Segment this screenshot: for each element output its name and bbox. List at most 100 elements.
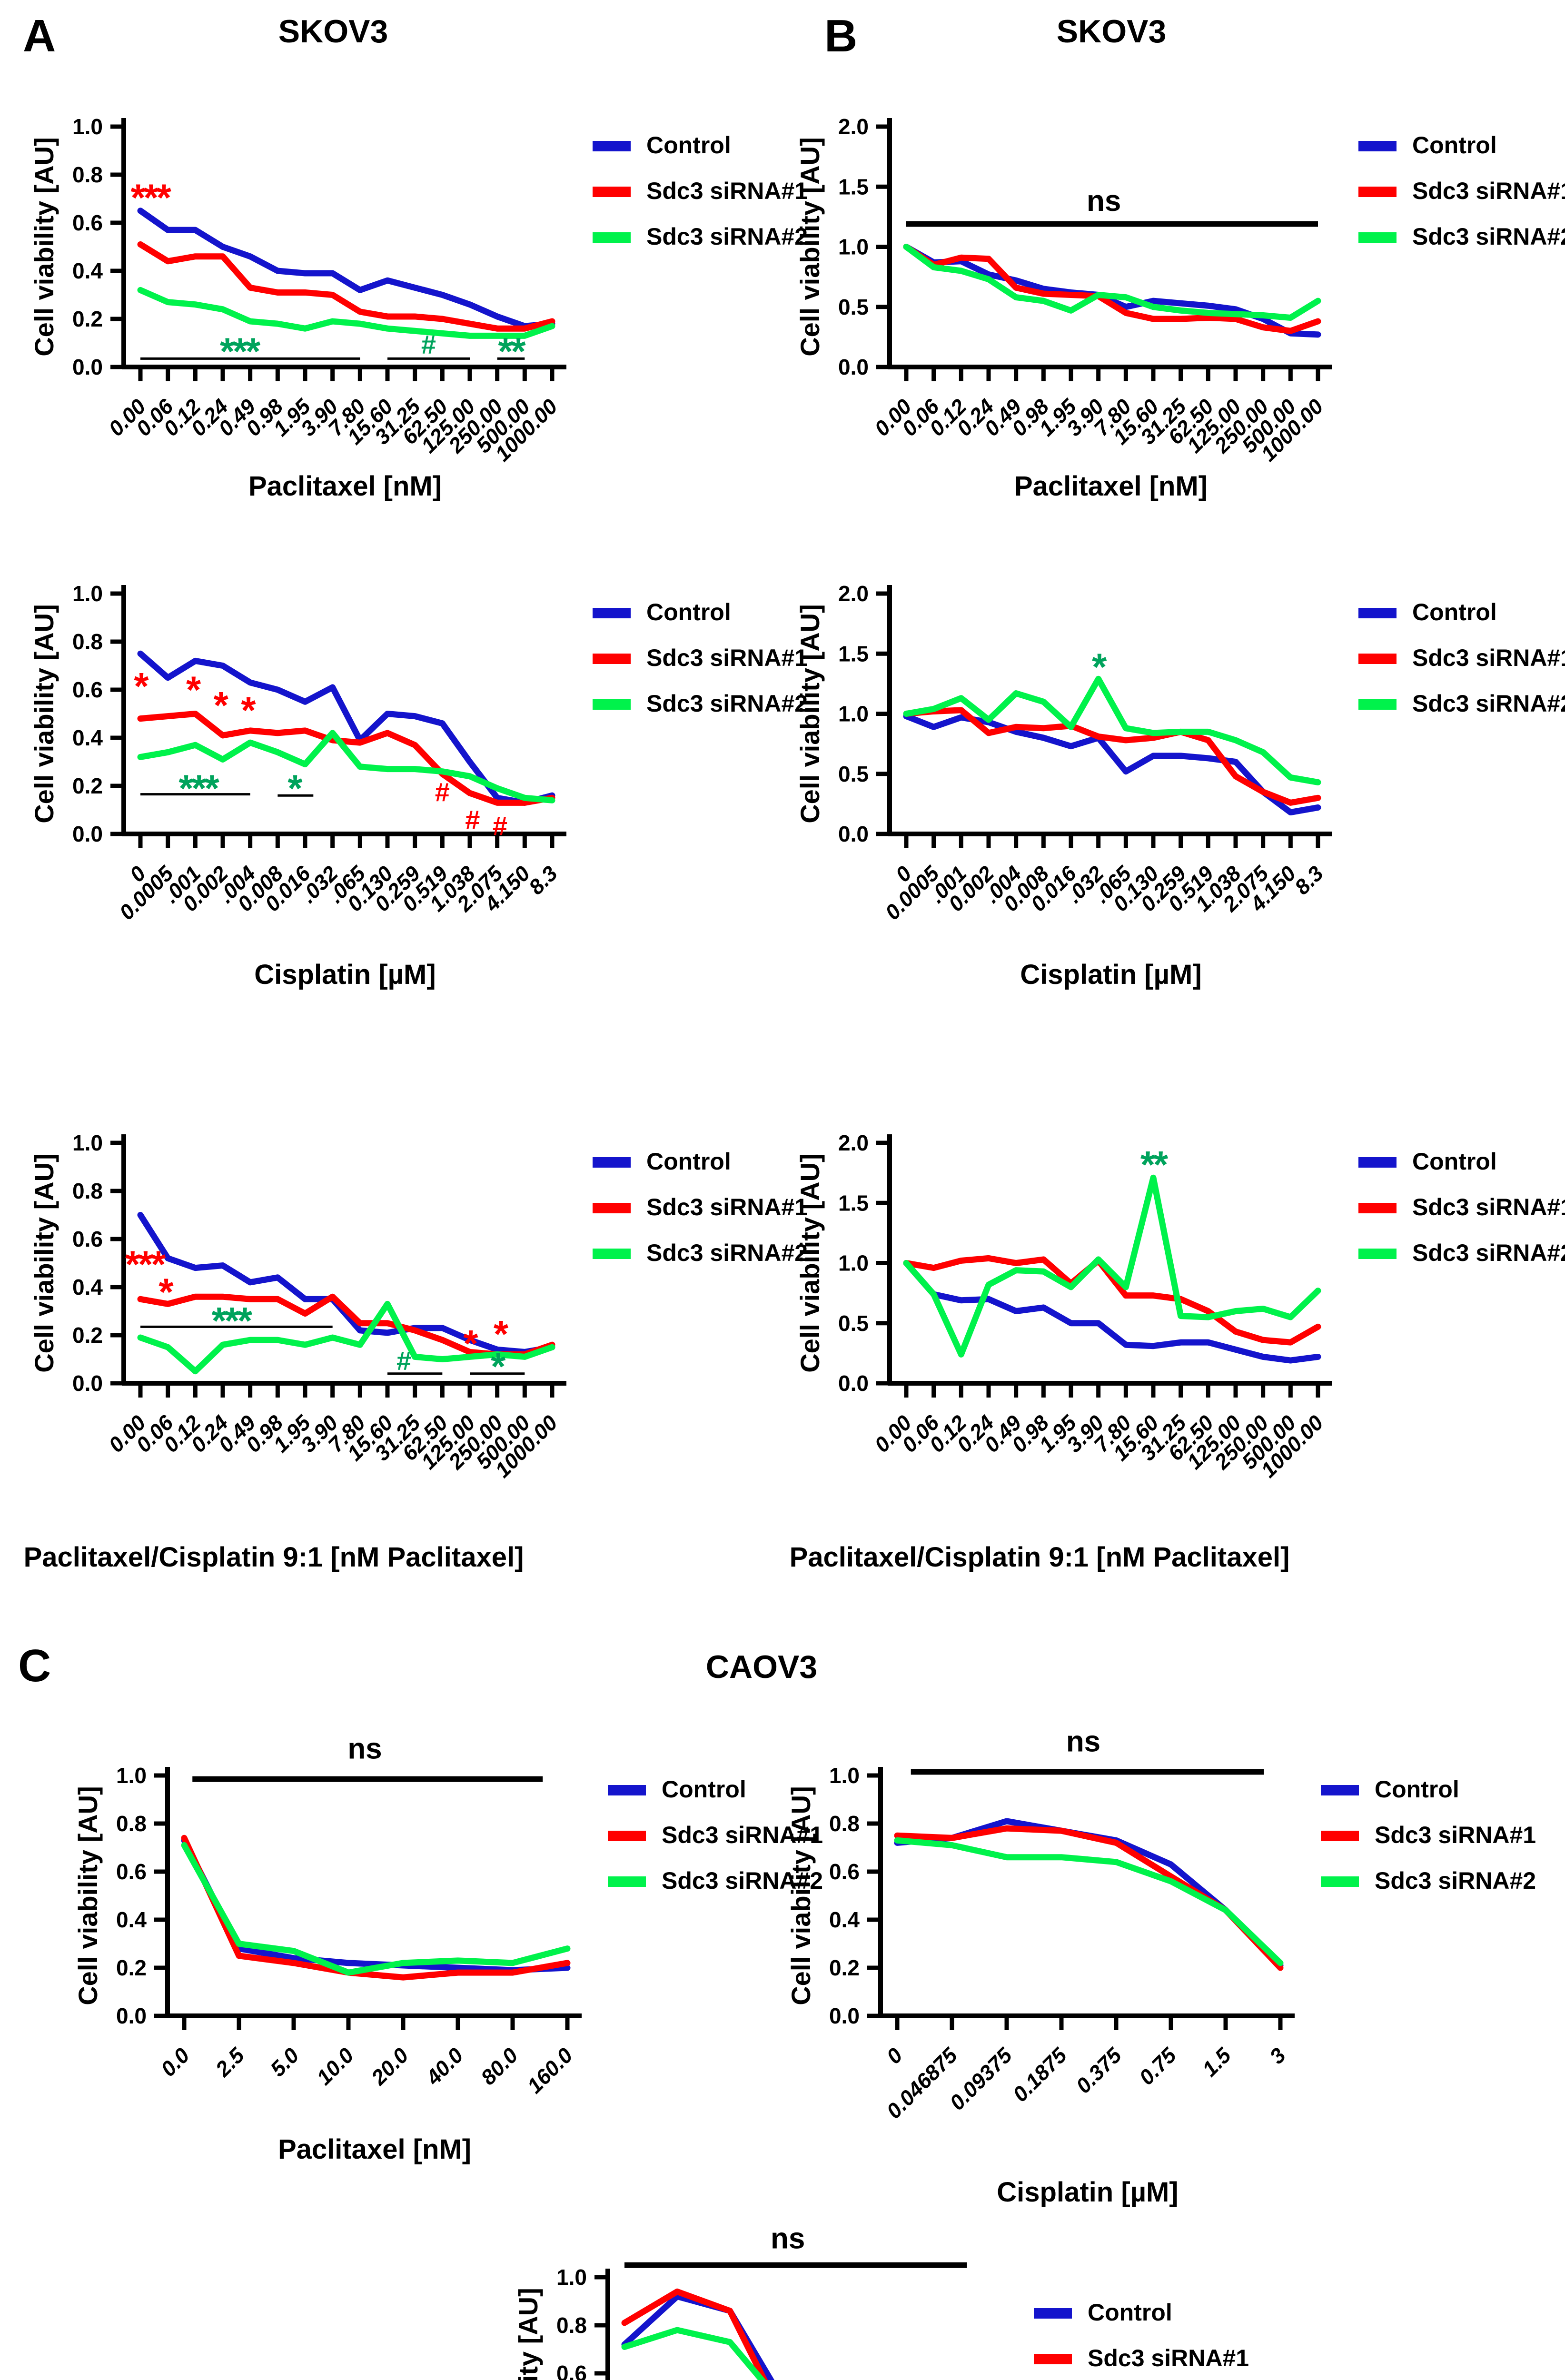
legend-label: Control (1412, 1148, 1497, 1175)
svg-text:#: # (396, 1346, 411, 1376)
svg-text:1.5: 1.5 (1198, 2043, 1236, 2081)
chart-skov3-combo-9-1-raw: 0.0 0.2 0.4 0.6 0.8 1.0 0.00 0.06 0.12 0.24 0.49 0.… (19, 1105, 808, 1662)
series-sdc3-sirna-2 (137, 730, 555, 803)
svg-text:0.09375: 0.09375 (945, 2043, 1017, 2115)
svg-text:0.8: 0.8 (72, 1179, 103, 1203)
svg-text:0.4: 0.4 (72, 1275, 103, 1299)
series-sdc3-sirna-2 (894, 1837, 1284, 1966)
chart-skov3-paclitaxel-normalized: 0.0 0.5 1.0 1.5 2.0 0.00 0.06 0.12 0.24 0.49 0.98 1… (785, 89, 1565, 645)
svg-text:0.8: 0.8 (829, 1811, 860, 1836)
svg-text:80.0: 80.0 (476, 2043, 523, 2090)
chart-caov3-paclitaxel: 0.0 0.2 0.4 0.6 0.8 1.0 0.0 2.5 5.0 10.0 20.0 40.0 8… (63, 1733, 843, 2294)
svg-text:1.5: 1.5 (838, 1190, 869, 1215)
legend-label: Sdc3 siRNA#2 (1375, 1867, 1536, 1894)
series-control (903, 713, 1321, 816)
legend-label: Control (646, 1148, 731, 1175)
svg-text:0.1875: 0.1875 (1008, 2043, 1072, 2106)
svg-text:ns: ns (1087, 185, 1121, 218)
svg-text:#: # (465, 805, 480, 835)
svg-text:***: *** (212, 1299, 253, 1342)
svg-text:Cisplatin [µM]: Cisplatin [µM] (1020, 959, 1201, 990)
svg-text:1.5: 1.5 (838, 641, 869, 666)
svg-text:Paclitaxel [nM]: Paclitaxel [nM] (1014, 471, 1208, 502)
chart-skov3-cisplatin-raw: 0.0 0.2 0.4 0.6 0.8 1.0 0 0.0005.001 0.002.004 0.… (19, 555, 808, 1112)
legend-swatch-sirna1 (1358, 1203, 1397, 1213)
legend-label: Control (1375, 1776, 1459, 1803)
svg-text:2.0: 2.0 (838, 1130, 869, 1155)
series-sdc3-sirna-2 (181, 1842, 571, 1976)
svg-text:1.0: 1.0 (116, 1763, 147, 1788)
legend-swatch-sirna2 (1358, 232, 1397, 243)
svg-text:Cisplatin [µM]: Cisplatin [µM] (997, 2177, 1178, 2208)
svg-text:0.375: 0.375 (1071, 2043, 1126, 2098)
svg-text:**: ** (1140, 1143, 1169, 1186)
legend-swatch-control (593, 1157, 631, 1168)
legend-swatch-control (593, 608, 631, 618)
svg-text:0.6: 0.6 (72, 1227, 103, 1251)
series-sdc3-sirna-1 (137, 711, 555, 806)
legend-swatch-sirna2 (593, 699, 631, 710)
panel-title-c: CAOV3 (705, 1649, 818, 1685)
svg-text:0.0: 0.0 (72, 355, 103, 379)
svg-text:0.5: 0.5 (838, 1311, 869, 1336)
svg-text:Cell viability [AU]: Cell viability [AU] (29, 1153, 59, 1373)
svg-text:0.6: 0.6 (72, 677, 103, 702)
legend-swatch-control (593, 141, 631, 151)
svg-text:0.8: 0.8 (72, 162, 103, 187)
svg-text:0.2: 0.2 (116, 1955, 147, 1980)
svg-text:1.0: 1.0 (72, 581, 103, 606)
legend-label: Sdc3 siRNA#1 (1412, 178, 1565, 204)
legend-swatch-control (1358, 608, 1397, 618)
legend-swatch-sirna2 (593, 232, 631, 243)
svg-text:10.0: 10.0 (312, 2043, 358, 2090)
svg-text:1.0: 1.0 (72, 114, 103, 139)
chart-svg-c-combo-1-2: 0.00.20.40.60.81.00.02.55.010.020.040.08… (513, 2222, 1249, 2380)
svg-text:0.6: 0.6 (72, 210, 103, 235)
legend-label: Control (1088, 2299, 1172, 2326)
legend-label: Sdc3 siRNA#1 (646, 1194, 808, 1220)
series-sdc3-sirna-2 (903, 1174, 1321, 1358)
svg-text:Paclitaxel [nM]: Paclitaxel [nM] (278, 2134, 471, 2165)
chart-caov3-cisplatin: 0.0 0.2 0.4 0.6 0.8 1.0 0 0.046875 0.09375 0.1875… (776, 1726, 1556, 2294)
svg-text:1.5: 1.5 (838, 174, 869, 199)
legend-label: Control (662, 1776, 746, 1803)
svg-text:8.3: 8.3 (1290, 861, 1328, 899)
series-sdc3-sirna-1 (181, 1835, 571, 1981)
svg-text:#: # (435, 777, 450, 807)
svg-text:*: * (158, 1270, 174, 1313)
legend-label: Sdc3 siRNA#2 (646, 690, 808, 717)
legend-label: Sdc3 siRNA#1 (1412, 1194, 1565, 1220)
legend-swatch-sirna1 (593, 654, 631, 664)
svg-text:Cell viability [AU]: Cell viability [AU] (513, 2288, 543, 2380)
legend-swatch-sirna2 (593, 1249, 631, 1259)
svg-text:0.0: 0.0 (838, 822, 869, 846)
chart-skov3-combo-9-1-normalized: 0.0 0.5 1.0 1.5 2.0 0.00 0.06 0.12 0.24 0.49 0.98 1… (785, 1105, 1565, 1662)
svg-text:Paclitaxel/Cisplatin 9:1 [nM P: Paclitaxel/Cisplatin 9:1 [nM Paclitaxel] (790, 1542, 1290, 1573)
svg-text:Cell viability [AU]: Cell viability [AU] (29, 604, 59, 823)
svg-text:***: *** (125, 1243, 166, 1285)
legend-swatch-sirna1 (1358, 187, 1397, 197)
svg-text:0.0: 0.0 (72, 822, 103, 846)
svg-text:Paclitaxel [nM]: Paclitaxel [nM] (248, 471, 442, 502)
legend-swatch-sirna1 (593, 187, 631, 197)
series-control (903, 1260, 1321, 1364)
series-sdc3-sirna-2 (137, 287, 555, 339)
series-sdc3-sirna-1 (903, 244, 1321, 334)
svg-text:0.75: 0.75 (1134, 2043, 1181, 2090)
legend-swatch-sirna1 (1358, 654, 1397, 664)
series-control (181, 1837, 571, 1973)
legend-swatch-sirna2 (608, 1876, 646, 1887)
svg-text:*: * (186, 668, 201, 711)
svg-text:ns: ns (1066, 1726, 1100, 1758)
legend-swatch-control (1034, 2308, 1072, 2319)
panel-title-a: SKOV3 (278, 13, 388, 50)
legend-label: Sdc3 siRNA#1 (1375, 1822, 1536, 1848)
chart-svg-b-paclitaxel: 0.00.51.01.52.00.000.060.120.240.490.981… (795, 114, 1565, 502)
panel-label-c: C (18, 1640, 51, 1691)
svg-text:2.0: 2.0 (838, 114, 869, 139)
svg-text:1.0: 1.0 (72, 1130, 103, 1155)
